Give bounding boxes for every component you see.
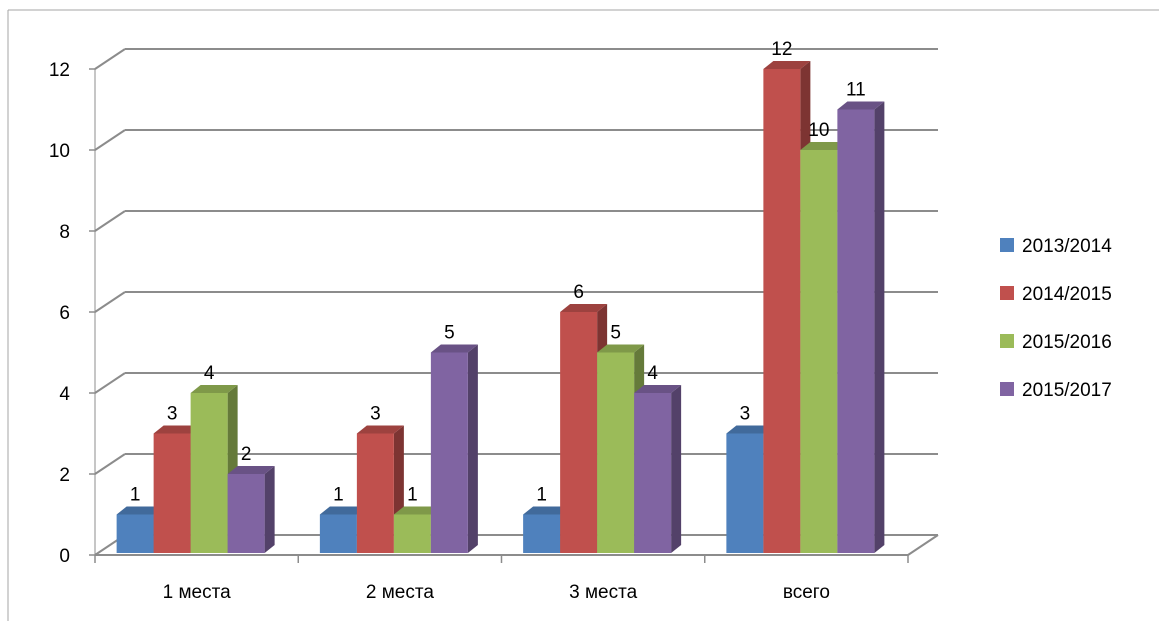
x-category-label: всего bbox=[783, 582, 830, 603]
y-tick-label: 2 bbox=[59, 465, 70, 486]
bar-top bbox=[430, 344, 478, 353]
gridline-depth bbox=[94, 453, 126, 475]
data-label: 1 bbox=[407, 485, 418, 506]
bar bbox=[430, 344, 478, 553]
bar bbox=[227, 466, 275, 553]
data-label: 4 bbox=[647, 363, 658, 384]
bar-top bbox=[356, 425, 404, 434]
bar-top bbox=[190, 385, 238, 393]
legend-swatch bbox=[1000, 286, 1014, 300]
bar-front bbox=[319, 514, 357, 553]
legend-swatch bbox=[1000, 382, 1014, 396]
bars bbox=[116, 61, 885, 553]
data-label: 3 bbox=[740, 404, 751, 425]
data-label: 1 bbox=[130, 485, 141, 506]
floor-edge bbox=[907, 534, 939, 556]
legend-item: 2015/2016 bbox=[1000, 332, 1112, 353]
data-labels: 1 3 4 2 1 3 1 5 1 6 5 4 3 12 10 11 bbox=[130, 39, 866, 506]
bar-front bbox=[356, 433, 394, 553]
data-label: 3 bbox=[370, 404, 381, 425]
bar-front bbox=[523, 514, 561, 553]
bar-front bbox=[560, 312, 598, 553]
data-label: 10 bbox=[808, 120, 829, 141]
legend-swatch bbox=[1000, 238, 1014, 252]
bar bbox=[837, 101, 885, 553]
bar-front bbox=[726, 433, 764, 553]
bar-front bbox=[634, 393, 672, 553]
bar bbox=[634, 385, 682, 553]
y-tick-label: 12 bbox=[49, 60, 70, 81]
bar-top bbox=[726, 425, 774, 434]
legend-label: 2013/2014 bbox=[1022, 236, 1112, 257]
data-label: 1 bbox=[333, 485, 344, 506]
bar-top bbox=[800, 142, 848, 150]
data-label: 1 bbox=[536, 485, 547, 506]
y-tick-label: 8 bbox=[59, 222, 70, 243]
legend-label: 2015/2017 bbox=[1022, 380, 1112, 401]
bar-front bbox=[393, 514, 431, 553]
y-tick-label: 6 bbox=[59, 303, 70, 324]
gridline-depth bbox=[94, 48, 126, 70]
data-label: 5 bbox=[610, 323, 621, 344]
bar-top bbox=[227, 466, 275, 474]
bar-front bbox=[763, 69, 801, 553]
x-category-label: 3 места bbox=[569, 582, 637, 603]
bar-front bbox=[800, 150, 838, 553]
bar-front bbox=[153, 433, 191, 553]
gridline-depth bbox=[94, 129, 126, 151]
legend-label: 2015/2016 bbox=[1022, 332, 1112, 353]
y-tick-label: 10 bbox=[49, 141, 70, 162]
data-label: 4 bbox=[204, 363, 215, 384]
bar-top bbox=[116, 506, 164, 515]
bar-top bbox=[319, 506, 367, 515]
data-label: 11 bbox=[846, 80, 866, 101]
bar-top bbox=[560, 304, 608, 312]
bar bbox=[116, 506, 164, 553]
data-label: 3 bbox=[167, 404, 178, 425]
data-label: 6 bbox=[573, 282, 584, 303]
x-category-label: 1 места bbox=[163, 582, 231, 603]
x-category-label: 2 места bbox=[366, 582, 434, 603]
data-label: 5 bbox=[444, 323, 455, 344]
bar-top bbox=[523, 506, 571, 515]
bar-top bbox=[153, 425, 201, 434]
bar-top bbox=[393, 506, 441, 515]
bar-side bbox=[874, 101, 885, 553]
bar-front bbox=[430, 352, 468, 553]
bar-front bbox=[597, 352, 635, 553]
bar-front bbox=[837, 109, 875, 553]
y-tick-label: 4 bbox=[59, 384, 70, 405]
legend-item: 2013/2014 bbox=[1000, 236, 1112, 257]
gridline-depth bbox=[94, 210, 126, 232]
bar-top bbox=[763, 61, 811, 69]
data-label: 2 bbox=[241, 444, 252, 465]
legend-swatch bbox=[1000, 334, 1014, 348]
y-tick-label: 0 bbox=[59, 546, 70, 567]
gridline-depth bbox=[94, 372, 126, 394]
chart-border bbox=[7, 9, 1159, 621]
bar-top bbox=[634, 385, 682, 393]
bar-front bbox=[190, 393, 228, 553]
bar-side bbox=[467, 344, 478, 553]
legend-item: 2015/2017 bbox=[1000, 380, 1112, 401]
bar-top bbox=[597, 344, 645, 353]
bar-top bbox=[837, 101, 885, 110]
bar-side bbox=[264, 466, 275, 553]
bar-front bbox=[116, 514, 154, 553]
legend: 2013/2014 2014/2015 2015/2016 2015/2017 bbox=[1000, 236, 1112, 401]
legend-label: 2014/2015 bbox=[1022, 284, 1112, 305]
data-label: 12 bbox=[771, 39, 792, 60]
bar-front bbox=[227, 474, 265, 553]
legend-item: 2014/2015 bbox=[1000, 284, 1112, 305]
gridline-depth bbox=[94, 291, 126, 313]
bar-side bbox=[671, 385, 682, 553]
